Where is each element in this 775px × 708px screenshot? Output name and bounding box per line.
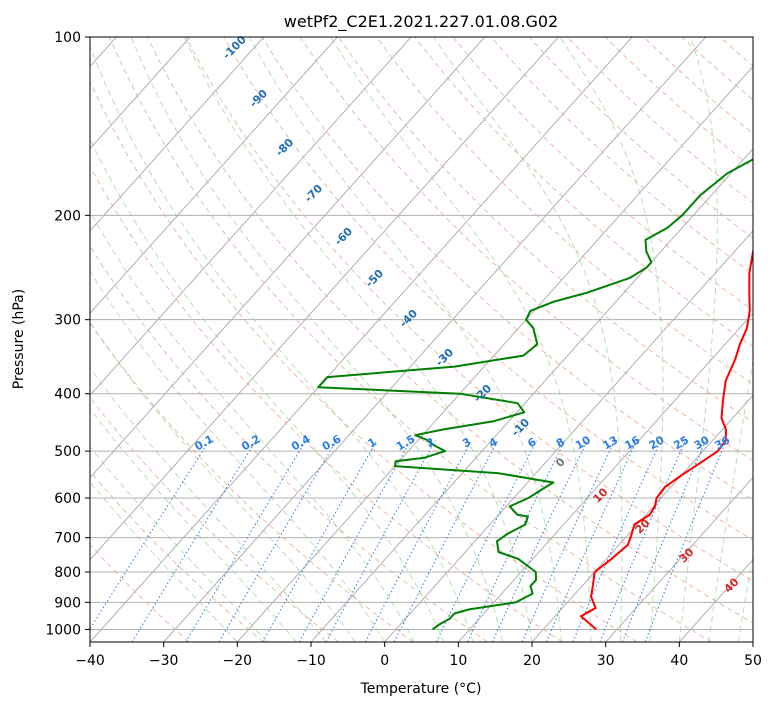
mixing-ratio-line xyxy=(90,440,210,630)
mixing-ratio-line xyxy=(218,440,337,642)
mixing-ratio-line xyxy=(545,440,638,642)
isotherm-line xyxy=(384,230,753,642)
dry-adiabat-lines xyxy=(90,37,753,642)
plot-frame xyxy=(89,36,754,643)
x-tick-label: 50 xyxy=(744,653,762,669)
isotherm-line xyxy=(90,37,412,397)
dry-adiabat xyxy=(223,37,753,541)
mixing-ratio-line xyxy=(185,440,307,642)
moist-adiabat xyxy=(90,481,238,642)
moist-adiabat xyxy=(130,37,503,642)
moist-adiabat xyxy=(708,357,753,642)
y-tick-label: 600 xyxy=(54,491,81,507)
isotherm-line xyxy=(605,476,753,642)
y-tick-label: 200 xyxy=(54,208,81,224)
isotherm-line xyxy=(90,37,265,232)
dry-adiabat xyxy=(261,37,753,501)
y-axis-title: Pressure (hPa) xyxy=(11,289,27,389)
y-axis-ticks: 100 200 300 400 500 600 700 800 900 1000 xyxy=(45,30,90,638)
moist-adiabat xyxy=(183,37,533,642)
dry-adiabat xyxy=(185,37,753,582)
dry-adiabat xyxy=(90,245,488,642)
profile-line xyxy=(317,158,753,631)
x-tick-label: 0 xyxy=(380,653,389,669)
y-tick-label: 1000 xyxy=(45,622,81,638)
moist-adiabat xyxy=(737,553,753,642)
dry-adiabat xyxy=(108,37,712,642)
isotherm-line xyxy=(90,37,191,150)
mixing-ratio-line xyxy=(435,440,537,642)
moist-adiabat xyxy=(559,37,664,642)
moist-adiabat xyxy=(90,408,297,642)
moist-adiabat xyxy=(90,137,445,642)
x-tick-label: −40 xyxy=(75,653,105,669)
mixing-ratio-line xyxy=(262,440,378,642)
x-tick-label: 20 xyxy=(523,653,541,669)
x-tick-label: 30 xyxy=(597,653,615,669)
dry-adiabat xyxy=(376,37,753,385)
profile-line xyxy=(579,247,753,631)
isotherm-line xyxy=(90,37,486,479)
x-tick-label: 10 xyxy=(449,653,467,669)
moist-adiabat xyxy=(90,445,268,642)
moist-adiabat xyxy=(678,37,718,642)
isotherm-line xyxy=(163,37,707,642)
x-axis-title: Temperature (°C) xyxy=(360,681,482,697)
x-tick-label: −10 xyxy=(296,653,326,669)
dry-adiabat xyxy=(299,37,753,462)
dry-adiabat xyxy=(147,37,753,624)
moist-adiabat xyxy=(90,321,356,642)
x-tick-label: 40 xyxy=(670,653,688,669)
isotherm-line xyxy=(236,65,753,642)
y-tick-label: 700 xyxy=(54,531,81,547)
moist-adiabat-lines xyxy=(90,37,753,642)
isotherm-line xyxy=(90,37,633,642)
mixing-ratio-line xyxy=(298,440,411,642)
moist-adiabat xyxy=(90,270,386,642)
moist-adiabat xyxy=(90,367,327,642)
isotherm-line xyxy=(90,37,559,561)
moist-adiabat xyxy=(248,37,562,642)
y-tick-label: 300 xyxy=(54,313,81,329)
x-tick-label: −20 xyxy=(223,653,253,669)
moist-adiabat xyxy=(90,44,474,642)
dry-adiabat xyxy=(414,37,753,348)
chart-title: wetPf2_C2E1.2021.227.01.08.G02 xyxy=(284,12,558,32)
y-tick-label: 400 xyxy=(54,387,81,403)
mixing-ratio-line xyxy=(131,440,257,642)
sounding-profiles xyxy=(317,158,753,631)
dry-adiabat xyxy=(90,80,638,642)
moist-adiabat xyxy=(90,210,415,642)
isotherm-line xyxy=(90,37,338,314)
mixing-ratio-line xyxy=(325,440,436,642)
dry-adiabat xyxy=(90,165,563,642)
dry-adiabat xyxy=(90,470,264,642)
x-axis-ticks: −40 −30 −20 −10 0 10 20 30 40 50 xyxy=(75,642,762,669)
moist-adiabat xyxy=(330,37,592,642)
y-tick-label: 900 xyxy=(54,595,81,611)
y-tick-label: 800 xyxy=(54,565,81,581)
y-tick-label: 100 xyxy=(54,30,81,46)
x-tick-label: −30 xyxy=(149,653,179,669)
mixing-ratio-line xyxy=(521,440,616,642)
y-tick-label: 500 xyxy=(54,444,81,460)
mixing-ratio-line xyxy=(572,440,662,642)
moist-adiabat xyxy=(432,37,623,642)
